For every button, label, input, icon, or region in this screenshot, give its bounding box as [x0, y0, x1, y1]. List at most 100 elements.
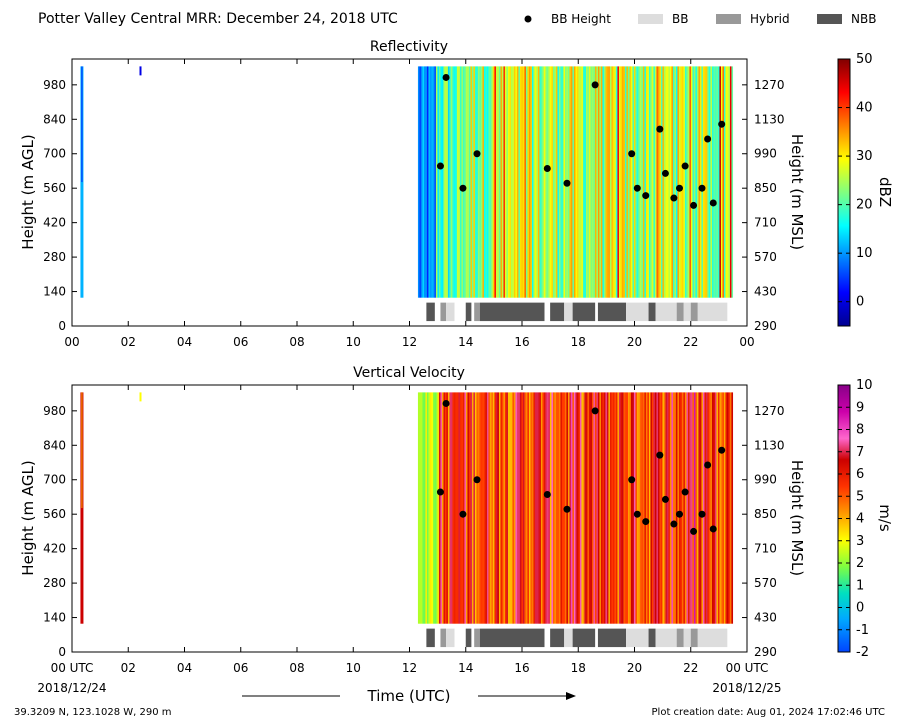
heatmap-column	[470, 392, 473, 624]
heatmap-column	[434, 66, 437, 298]
heatmap-column	[546, 66, 549, 298]
bb-height-point	[459, 510, 467, 518]
y2-tick-label: 430	[754, 611, 777, 625]
heatmap-column	[581, 392, 584, 624]
heatmap-column	[473, 392, 476, 624]
bb-type-segment	[683, 302, 691, 322]
heatmap-column	[503, 66, 506, 298]
heatmap-column	[581, 66, 584, 298]
heatmap-column	[537, 392, 540, 624]
heatmap-column	[605, 392, 608, 624]
heatmap-column	[450, 66, 453, 298]
heatmap-column	[594, 392, 597, 624]
heatmap-column	[447, 66, 450, 298]
heatmap-column	[440, 66, 443, 298]
x-tick-label: 02	[121, 335, 136, 349]
heatmap-column	[648, 66, 651, 298]
heatmap-column	[695, 66, 698, 298]
heatmap-column	[492, 66, 495, 298]
reflectivity-panel: Reflectivity 00 02 04 06 08 10 12 14 16 18 20 22 00 …	[19, 39, 894, 349]
heatmap-column	[615, 66, 618, 298]
heatmap-column	[572, 66, 575, 298]
heatmap-column	[683, 66, 686, 298]
heatmap-column	[539, 392, 542, 624]
heatmap-column	[525, 392, 528, 624]
heatmap-column	[485, 392, 488, 624]
heatmap-column	[423, 392, 426, 624]
x-tick-label: 20	[627, 661, 642, 675]
heatmap-column	[591, 66, 594, 298]
heatmap-column	[429, 66, 432, 298]
heatmap-column	[575, 392, 578, 624]
heatmap-column	[663, 66, 666, 298]
heatmap-column	[476, 66, 479, 298]
heatmap-column	[686, 66, 689, 298]
heatmap-column	[431, 392, 434, 624]
bb-type-segment	[572, 628, 596, 648]
bb-height-point	[718, 446, 726, 454]
bb-type-bar	[426, 302, 728, 322]
heatmap-column	[636, 392, 639, 624]
x-tick-label: 00 UTC	[51, 661, 94, 675]
heatmap-column	[681, 66, 684, 298]
x-tick-label: 14	[458, 661, 473, 675]
heatmap-column	[668, 66, 671, 298]
vertical-velocity-panel: Vertical Velocity 00 UTC 02 04 06 08 10 12 14 16…	[19, 365, 894, 675]
panel-title: Vertical Velocity	[353, 365, 465, 381]
heatmap-column	[473, 66, 476, 298]
bb-height-point	[661, 169, 669, 177]
heatmap-column	[470, 66, 473, 298]
heatmap-column	[626, 392, 629, 624]
y-tick-label: 700	[43, 473, 66, 487]
heatmap-column	[596, 392, 599, 624]
y-tick-label: 140	[43, 611, 66, 625]
heatmap-column	[608, 66, 611, 298]
heatmap-column	[587, 66, 590, 298]
heatmap-column	[608, 392, 611, 624]
heatmap-column	[536, 392, 539, 624]
heatmap-column	[533, 66, 536, 298]
heatmap-column	[578, 392, 581, 624]
heatmap-column	[602, 66, 605, 298]
legend-swatch-hybrid	[716, 14, 741, 24]
heatmap-column	[527, 66, 530, 298]
legend-swatch-bb	[638, 14, 663, 24]
heatmap-column	[603, 66, 606, 298]
heatmap-column	[459, 392, 462, 624]
heatmap-column	[599, 66, 602, 298]
y-tick-label: 840	[43, 438, 66, 452]
heatmap-column	[458, 392, 461, 624]
heatmap-column	[528, 392, 531, 624]
y-tick-label: 560	[43, 507, 66, 521]
heatmap-column	[665, 392, 668, 624]
heatmap-column	[480, 392, 483, 624]
heatmap-column	[671, 392, 674, 624]
heatmap-column	[690, 66, 693, 298]
heatmap-column	[669, 392, 672, 624]
heatmap-column	[650, 392, 653, 624]
heatmap-column	[621, 66, 624, 298]
heatmap-column	[480, 66, 483, 298]
x-axis-ticks: 00 02 04 06 08 10 12 14 16 18 20 22 00	[64, 59, 755, 349]
heatmap-column	[467, 392, 470, 624]
heatmap-column	[674, 66, 677, 298]
bb-height-point	[661, 495, 669, 503]
heatmap-column	[593, 392, 596, 624]
heatmap-column	[629, 66, 632, 298]
x-tick-label: 06	[233, 661, 248, 675]
heatmap-column	[527, 392, 530, 624]
bb-type-segment	[683, 628, 691, 648]
heatmap-column	[522, 392, 525, 624]
heatmap-column	[728, 392, 731, 624]
heatmap-column	[139, 66, 142, 76]
y2-tick-label: 850	[754, 181, 777, 195]
bb-height-point	[656, 451, 664, 459]
heatmap-column	[483, 392, 486, 624]
heatmap-column	[656, 66, 659, 298]
heatmap-column	[545, 66, 548, 298]
heatmap-column	[497, 66, 500, 298]
heatmap-column	[558, 392, 561, 624]
heatmap-column	[645, 392, 648, 624]
bb-type-segment	[474, 302, 480, 322]
heatmap-column	[540, 66, 543, 298]
